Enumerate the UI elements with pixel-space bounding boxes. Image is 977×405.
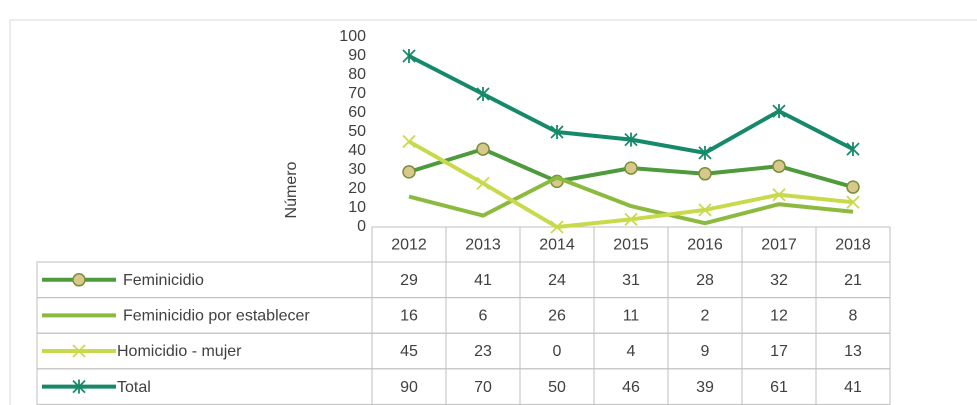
table-value: 0 bbox=[553, 343, 562, 360]
table-value: 61 bbox=[770, 379, 788, 396]
table-value: 13 bbox=[844, 343, 862, 360]
marker bbox=[846, 142, 860, 157]
marker bbox=[624, 212, 638, 227]
x-tick-label: 2012 bbox=[391, 237, 427, 254]
table-value: 28 bbox=[696, 272, 714, 289]
marker-stroke bbox=[402, 134, 416, 149]
marker-stroke bbox=[772, 188, 786, 202]
table-value: 17 bbox=[770, 343, 788, 360]
marker bbox=[624, 132, 638, 147]
table-value: 23 bbox=[474, 343, 492, 360]
table-value: 90 bbox=[400, 379, 418, 396]
marker bbox=[698, 167, 712, 181]
table-cell bbox=[815, 368, 891, 405]
x-tick-label: 2015 bbox=[613, 237, 649, 254]
marker bbox=[698, 145, 712, 160]
y-tick-label: 10 bbox=[348, 199, 366, 216]
table-value: 8 bbox=[849, 308, 858, 325]
x-tick-label: 2013 bbox=[465, 237, 501, 254]
table-value: 24 bbox=[548, 272, 566, 289]
marker bbox=[402, 49, 416, 63]
marker bbox=[772, 188, 786, 202]
marker-stroke bbox=[624, 212, 638, 227]
marker bbox=[550, 220, 564, 234]
table-value: 21 bbox=[844, 272, 862, 289]
x-tick-label: 2017 bbox=[761, 237, 797, 254]
table-value: 16 bbox=[400, 308, 418, 325]
marker-stroke bbox=[698, 203, 712, 217]
marker bbox=[72, 379, 86, 394]
table-value: 2 bbox=[701, 308, 710, 325]
table-value: 50 bbox=[548, 379, 566, 396]
legend-label: Feminicidio por establecer bbox=[123, 308, 310, 325]
legend-label: Total bbox=[117, 379, 151, 396]
x-tick-label: 2018 bbox=[835, 237, 871, 254]
marker bbox=[476, 176, 490, 190]
marker bbox=[72, 273, 86, 287]
x-tick-label: 2014 bbox=[539, 237, 575, 254]
marker bbox=[402, 165, 416, 179]
table-value: 6 bbox=[479, 308, 488, 325]
table-value: 41 bbox=[844, 379, 862, 396]
marker bbox=[698, 203, 712, 217]
marker bbox=[772, 104, 786, 119]
marker bbox=[72, 344, 86, 358]
marker bbox=[476, 142, 490, 156]
table-value: 26 bbox=[548, 308, 566, 325]
y-tick-label: 80 bbox=[348, 66, 366, 83]
table-value: 70 bbox=[474, 379, 492, 396]
y-tick-label: 50 bbox=[348, 123, 366, 140]
table-value: 4 bbox=[627, 343, 636, 360]
marker bbox=[772, 159, 786, 173]
marker bbox=[624, 161, 638, 175]
table-value: 32 bbox=[770, 272, 788, 289]
marker bbox=[846, 180, 860, 194]
table-value: 11 bbox=[623, 308, 640, 325]
y-axis-label: Número bbox=[283, 161, 300, 218]
marker-stroke bbox=[846, 195, 860, 209]
table-value: 45 bbox=[400, 343, 418, 360]
table-value: 46 bbox=[622, 379, 640, 396]
table-value: 39 bbox=[696, 379, 714, 396]
table-value: 41 bbox=[474, 272, 492, 289]
y-tick-label: 70 bbox=[348, 85, 366, 102]
marker bbox=[476, 87, 490, 101]
series-line bbox=[408, 175, 854, 226]
table-value: 12 bbox=[770, 308, 788, 325]
marker-stroke bbox=[72, 344, 86, 358]
marker bbox=[402, 134, 416, 149]
marker bbox=[846, 195, 860, 209]
y-tick-label: 20 bbox=[348, 180, 366, 197]
y-tick-label: 90 bbox=[348, 47, 366, 64]
marker-stroke bbox=[550, 220, 564, 234]
legend-label: Homicidio - mujer bbox=[117, 343, 242, 360]
marker-stroke bbox=[476, 176, 490, 190]
x-tick-label: 2016 bbox=[687, 237, 723, 254]
table-value: 31 bbox=[622, 272, 640, 289]
y-tick-label: 40 bbox=[348, 142, 366, 159]
y-tick-label: 100 bbox=[339, 28, 366, 45]
legend-label: Feminicidio bbox=[123, 272, 204, 289]
table-value: 29 bbox=[400, 272, 418, 289]
marker bbox=[550, 125, 564, 139]
y-tick-label: 30 bbox=[348, 161, 366, 178]
y-tick-label: 60 bbox=[348, 104, 366, 121]
y-tick-label: 0 bbox=[357, 218, 366, 235]
table-value: 9 bbox=[701, 343, 710, 360]
